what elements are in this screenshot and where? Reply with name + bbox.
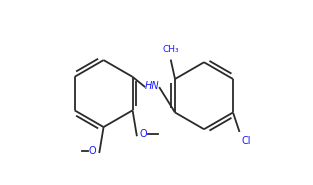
Text: O: O bbox=[89, 146, 97, 156]
Text: Cl: Cl bbox=[242, 136, 251, 146]
Text: CH₃: CH₃ bbox=[162, 45, 179, 54]
Text: HN: HN bbox=[144, 81, 159, 91]
Text: O: O bbox=[140, 129, 147, 139]
